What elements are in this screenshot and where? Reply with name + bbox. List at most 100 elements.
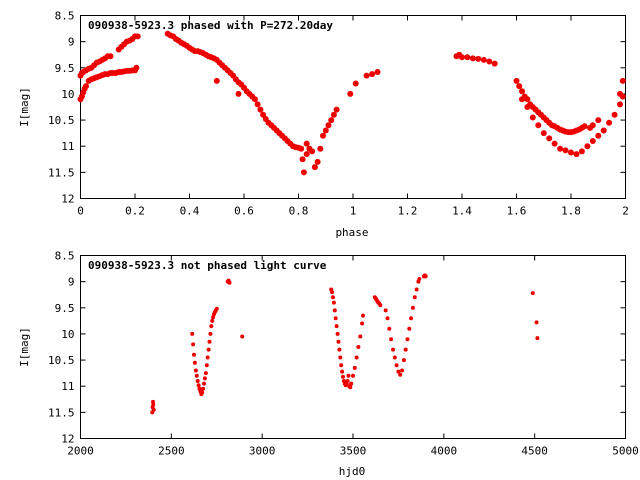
- phased-data-point: [320, 132, 326, 139]
- phased-data-point: [303, 140, 310, 147]
- phased-x-tick-label: 1.6: [507, 205, 527, 218]
- unphased-data-point: [378, 303, 383, 308]
- phased-data-point: [557, 145, 564, 152]
- phased-data-point: [328, 117, 335, 124]
- phased-data-point: [573, 151, 580, 158]
- phased-x-tick-label: 0.4: [180, 205, 200, 218]
- unphased-data-point: [227, 280, 232, 285]
- phased-data-point: [459, 54, 465, 61]
- phased-data-point: [551, 140, 558, 147]
- unphased-data-point: [337, 347, 342, 352]
- unphased-x-tick-label: 3000: [249, 445, 276, 458]
- phased-y-tick-label: 11.5: [48, 166, 75, 179]
- unphased-data-point: [535, 336, 540, 341]
- unphased-data-point: [202, 376, 207, 381]
- unphased-data-point: [351, 373, 355, 378]
- phased-y-tick-label: 10: [61, 88, 74, 101]
- unphased-light-curve-panel: 2000 2500 3000 3500 4000 4500 5000 8.5 9 9.5 10 10.…: [18, 250, 639, 479]
- unphased-y-tick-label: 11.5: [48, 406, 75, 419]
- unphased-data-point: [385, 316, 390, 321]
- unphased-data-point: [202, 381, 206, 386]
- unphased-data-point: [332, 308, 337, 313]
- phased-axis-ticks: 0 0.2 0.4 0.6 0.8 1 1.2 1.4 1.6 1.8 2 8.5 9 9.5 10 10.5…: [48, 10, 629, 218]
- phased-data-point: [524, 104, 531, 110]
- phased-data-point: [309, 148, 316, 155]
- unphased-data-point: [394, 363, 399, 368]
- phased-data-point: [595, 117, 602, 124]
- phased-x-tick-label: 2: [622, 205, 629, 218]
- unphased-data-point: [401, 358, 406, 363]
- phased-data-point: [314, 158, 321, 165]
- unphased-data-point: [196, 383, 201, 388]
- unphased-data-point: [412, 295, 417, 300]
- phased-x-tick-label: 0.2: [125, 205, 145, 218]
- unphased-data-point: [414, 287, 419, 292]
- phased-data-point: [619, 77, 626, 84]
- unphased-x-tick-label: 3500: [340, 445, 367, 458]
- unphased-x-axis-label: hjd0: [339, 465, 366, 478]
- phased-data-point: [578, 148, 585, 155]
- unphased-data-point: [400, 368, 405, 373]
- phased-data-point: [251, 96, 258, 103]
- phased-data-point: [330, 111, 337, 118]
- phased-data-point: [519, 88, 525, 95]
- phased-data-point: [524, 96, 531, 103]
- unphased-data-point: [403, 347, 408, 352]
- unphased-y-axis-label: I[mag]: [18, 327, 31, 367]
- unphased-x-tick-label: 2000: [67, 445, 94, 458]
- unphased-data-point: [200, 390, 205, 395]
- unphased-data-point: [203, 371, 208, 376]
- unphased-data-point: [358, 334, 363, 339]
- unphased-data-point: [240, 334, 245, 339]
- phased-chart-title: 090938-5923.3 phased with P=272.20day: [88, 19, 333, 32]
- unphased-data-point: [191, 342, 196, 347]
- unphased-data-point: [193, 368, 198, 373]
- unphased-data-point: [335, 331, 340, 336]
- phased-data-point: [546, 135, 553, 142]
- unphased-data-point: [338, 355, 343, 360]
- unphased-data-point: [331, 295, 335, 300]
- unphased-y-tick-label: 10.5: [48, 354, 75, 367]
- unphased-data-point: [354, 355, 359, 360]
- phased-data-point: [606, 119, 613, 126]
- unphased-data-point: [211, 315, 216, 320]
- phased-data-point: [475, 55, 482, 62]
- phased-data-point: [469, 55, 476, 62]
- phased-data-point: [581, 123, 588, 130]
- phased-data-point: [589, 122, 596, 129]
- unphased-data-point: [340, 369, 345, 374]
- unphased-x-tick-label: 5000: [612, 445, 639, 458]
- phased-data-point: [325, 122, 332, 129]
- phased-x-tick-label: 1.2: [398, 205, 418, 218]
- phased-data-point: [491, 60, 498, 67]
- phased-data-point: [83, 83, 89, 90]
- phased-data-point: [595, 132, 602, 139]
- phased-data-point: [303, 151, 310, 158]
- phased-data-point: [134, 33, 141, 40]
- unphased-data-point: [341, 374, 345, 379]
- unphased-data-point: [334, 324, 339, 329]
- phased-data-point: [464, 54, 471, 61]
- unphased-x-tick-label: 4000: [431, 445, 458, 458]
- unphased-data-point: [192, 352, 196, 357]
- unphased-data-point: [383, 308, 388, 313]
- unphased-y-tick-label: 12: [61, 433, 74, 446]
- phased-data-point: [311, 164, 318, 171]
- phased-data-point: [333, 106, 340, 113]
- phased-y-tick-label: 12: [61, 193, 74, 206]
- phased-data-point: [133, 64, 140, 71]
- unphased-data-point: [352, 365, 357, 370]
- phased-data-point: [513, 77, 520, 84]
- phased-data-point: [299, 156, 306, 163]
- unphased-data-point: [333, 316, 338, 321]
- unphased-plot-frame: [80, 255, 626, 439]
- unphased-data-point: [398, 372, 403, 377]
- unphased-data-point: [207, 339, 212, 344]
- unphased-data-point: [205, 355, 210, 360]
- phased-x-tick-label: 0: [77, 205, 84, 218]
- unphased-y-tick-label: 8.5: [55, 250, 75, 263]
- phased-data-point: [369, 71, 376, 78]
- unphased-data-point: [201, 386, 206, 391]
- phased-data-point: [213, 77, 220, 84]
- phased-data-points: [77, 30, 626, 176]
